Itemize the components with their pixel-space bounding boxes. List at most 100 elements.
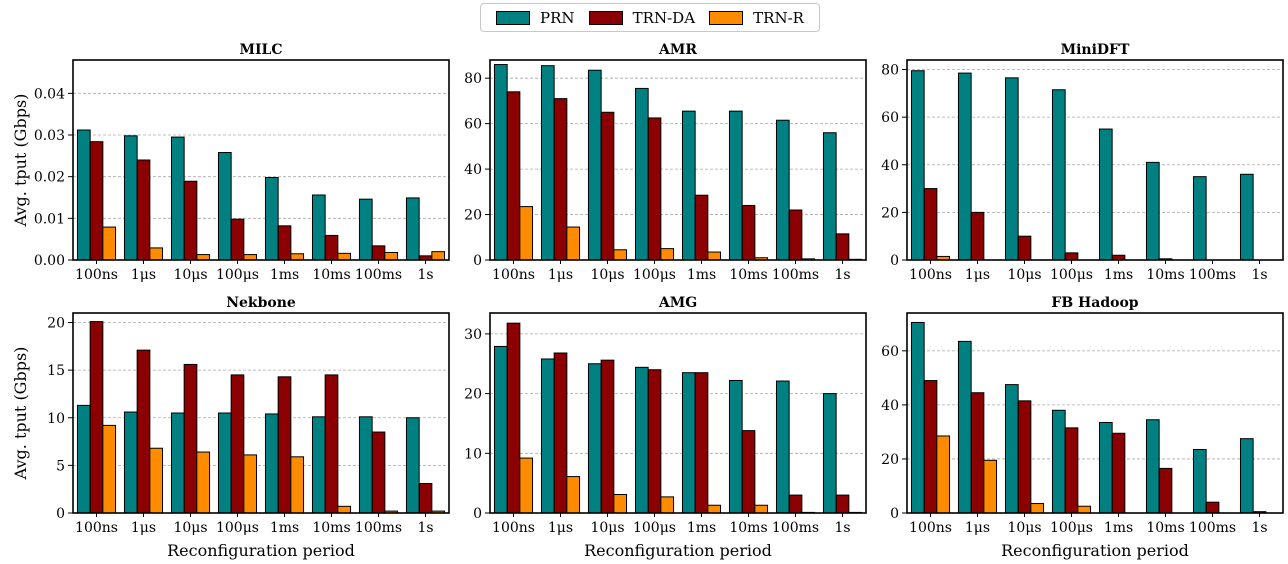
xtick-label-amg: 100μs xyxy=(633,520,676,536)
ytick-label-amr: 80 xyxy=(464,71,482,87)
panel-title-milc: MILC xyxy=(239,42,282,58)
bar-fb-hadoop-trn-da-5 xyxy=(1158,467,1173,514)
bar-milc-prn-7 xyxy=(405,197,420,261)
bar-amr-trn-r-0 xyxy=(519,206,534,261)
x-axis-label-nekbone: Reconfiguration period xyxy=(167,541,355,560)
xtick-label-nekbone: 1ms xyxy=(270,520,299,536)
ytick-label-minidft: 60 xyxy=(881,110,899,126)
ytick-label-fb-hadoop: 40 xyxy=(881,398,899,414)
xtick-label-nekbone: 10μs xyxy=(173,520,207,536)
bar-amg-trn-da-4 xyxy=(694,372,709,514)
x-axis-label-fb-hadoop: Reconfiguration period xyxy=(1001,541,1189,560)
bar-minidft-trn-da-3 xyxy=(1064,252,1079,261)
bar-fb-hadoop-prn-4 xyxy=(1098,421,1113,514)
bar-amg-trn-da-3 xyxy=(647,369,662,514)
bar-amr-prn-2 xyxy=(587,69,602,261)
bar-amr-trn-da-1 xyxy=(553,98,568,261)
bar-minidft-prn-0 xyxy=(910,70,925,261)
xtick-label-fb-hadoop: 10μs xyxy=(1007,520,1041,536)
axes-frame-fb-hadoop xyxy=(906,312,1284,514)
xtick-label-minidft: 10μs xyxy=(1007,267,1041,283)
bar-fb-hadoop-trn-da-2 xyxy=(1017,400,1032,514)
bar-amg-trn-da-5 xyxy=(741,430,756,514)
ytick-label-nekbone: 0 xyxy=(56,506,65,522)
ytick-label-amg: 10 xyxy=(464,446,482,462)
ytick-label-nekbone: 10 xyxy=(47,411,65,427)
xtick-label-fb-hadoop: 100ms xyxy=(1189,520,1236,536)
xtick-label-amg: 10μs xyxy=(590,520,624,536)
bar-amg-trn-r-0 xyxy=(519,457,534,514)
xtick-label-milc: 100ns xyxy=(75,267,118,283)
panel-title-fb-hadoop: FB Hadoop xyxy=(1051,295,1138,311)
bar-nekbone-prn-0 xyxy=(76,404,91,514)
bar-milc-trn-da-0 xyxy=(89,141,104,261)
ytick-label-minidft: 40 xyxy=(881,158,899,174)
bar-amg-prn-5 xyxy=(728,379,743,514)
xtick-label-amg: 100ns xyxy=(492,520,535,536)
bar-milc-prn-1 xyxy=(123,135,138,261)
bar-fb-hadoop-trn-da-1 xyxy=(970,392,985,514)
bar-nekbone-trn-da-2 xyxy=(183,363,198,514)
xtick-label-minidft: 1s xyxy=(1251,267,1267,283)
bar-minidft-prn-7 xyxy=(1239,173,1254,261)
xtick-label-amr: 1μs xyxy=(548,267,573,283)
xtick-label-amr: 100ms xyxy=(772,267,819,283)
bar-milc-trn-r-4 xyxy=(290,253,305,261)
xtick-label-amg: 100ms xyxy=(772,520,819,536)
xtick-label-fb-hadoop: 1s xyxy=(1251,520,1267,536)
xtick-label-milc: 10ms xyxy=(312,267,350,283)
bar-amg-prn-7 xyxy=(822,393,837,514)
xtick-label-minidft: 100μs xyxy=(1050,267,1093,283)
ytick-label-fb-hadoop: 60 xyxy=(881,344,899,360)
bar-amr-trn-da-0 xyxy=(506,91,521,261)
bar-amg-trn-r-4 xyxy=(707,504,722,514)
bar-nekbone-prn-4 xyxy=(264,413,279,514)
xtick-label-fb-hadoop: 1μs xyxy=(965,520,990,536)
legend-item-trn-da: TRN-DA xyxy=(588,8,696,27)
bar-amr-prn-5 xyxy=(728,110,743,261)
legend-label-prn: PRN xyxy=(540,8,575,27)
bar-nekbone-trn-r-2 xyxy=(196,451,211,514)
bar-amg-prn-4 xyxy=(681,372,696,514)
xtick-label-amg: 1μs xyxy=(548,520,573,536)
ytick-label-minidft: 0 xyxy=(890,253,899,269)
xtick-label-milc: 10μs xyxy=(173,267,207,283)
bar-amr-prn-1 xyxy=(540,65,555,261)
bar-milc-trn-r-2 xyxy=(196,254,211,261)
bar-nekbone-trn-r-3 xyxy=(243,454,258,514)
xtick-label-nekbone: 1μs xyxy=(131,520,156,536)
bar-minidft-prn-3 xyxy=(1051,89,1066,261)
panel-title-nekbone: Nekbone xyxy=(226,295,296,311)
xtick-label-milc: 1μs xyxy=(131,267,156,283)
xtick-label-fb-hadoop: 10ms xyxy=(1146,520,1184,536)
ytick-label-amg: 20 xyxy=(464,387,482,403)
ytick-label-amr: 60 xyxy=(464,117,482,133)
legend-label-trn-da: TRN-DA xyxy=(632,8,696,27)
bar-milc-prn-3 xyxy=(217,152,232,261)
bar-amg-prn-1 xyxy=(540,358,555,514)
panel-title-amg: AMG xyxy=(658,295,697,311)
bar-milc-trn-da-5 xyxy=(324,234,339,261)
xtick-label-nekbone: 1s xyxy=(417,520,433,536)
bar-amg-trn-da-2 xyxy=(600,359,615,514)
bar-nekbone-prn-1 xyxy=(123,411,138,514)
bar-amg-trn-da-1 xyxy=(553,352,568,514)
bar-minidft-prn-6 xyxy=(1192,176,1207,261)
ytick-label-fb-hadoop: 0 xyxy=(890,506,899,522)
bar-fb-hadoop-prn-5 xyxy=(1145,419,1160,514)
bar-amg-prn-6 xyxy=(775,380,790,514)
bar-amr-trn-r-4 xyxy=(707,251,722,261)
ytick-label-milc: 0.04 xyxy=(34,86,65,102)
legend-item-prn: PRN xyxy=(496,9,575,27)
legend: PRN TRN-DA TRN-R xyxy=(480,3,820,32)
bar-nekbone-trn-r-5 xyxy=(337,505,352,514)
ytick-label-milc: 0.03 xyxy=(34,128,65,144)
xtick-label-minidft: 1μs xyxy=(965,267,990,283)
xtick-label-amg: 1s xyxy=(834,520,850,536)
bar-amr-trn-da-7 xyxy=(835,233,850,261)
bar-amr-trn-da-4 xyxy=(694,194,709,261)
bar-milc-trn-r-0 xyxy=(102,226,117,261)
legend-label-trn-r: TRN-R xyxy=(753,8,804,27)
bar-fb-hadoop-prn-2 xyxy=(1004,384,1019,514)
bar-milc-trn-da-2 xyxy=(183,180,198,261)
